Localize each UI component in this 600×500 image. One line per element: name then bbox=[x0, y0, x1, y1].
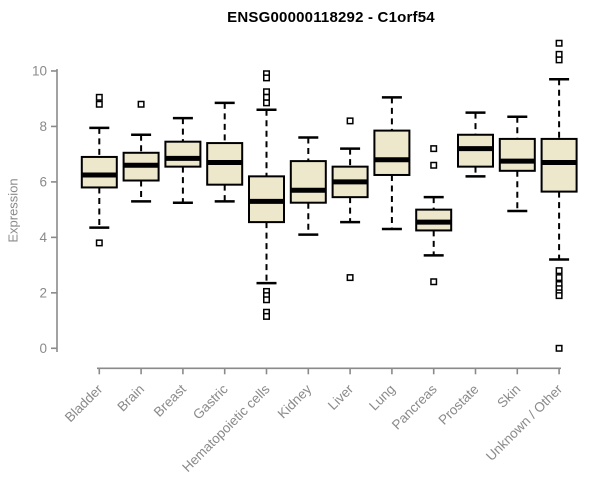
iqr-box bbox=[498, 137, 536, 172]
y-tick-label: 2 bbox=[39, 285, 47, 300]
box-bladder bbox=[80, 93, 118, 247]
outlier-point bbox=[346, 117, 354, 125]
iqr-box bbox=[164, 140, 202, 168]
outlier-point bbox=[137, 100, 145, 108]
outlier-point bbox=[555, 274, 563, 282]
y-tick-label: 0 bbox=[39, 341, 47, 356]
box-breast bbox=[164, 116, 202, 204]
box-liver bbox=[331, 117, 369, 282]
outlier-point bbox=[555, 344, 563, 352]
outlier-point bbox=[95, 93, 103, 101]
box-lung bbox=[373, 96, 411, 231]
category-label-bladder: Bladder bbox=[62, 381, 106, 425]
box-gastric bbox=[206, 101, 244, 203]
iqr-box bbox=[289, 160, 327, 204]
chart-title: ENSG00000118292 - C1orf54 bbox=[227, 9, 435, 26]
outlier-point bbox=[555, 50, 563, 58]
category-label-lung: Lung bbox=[366, 382, 398, 414]
iqr-box bbox=[540, 137, 578, 193]
outlier-point bbox=[95, 100, 103, 108]
category-label-brain: Brain bbox=[114, 382, 147, 415]
y-tick-label: 6 bbox=[39, 174, 47, 189]
outlier-point bbox=[263, 312, 270, 320]
category-label-skin: Skin bbox=[494, 382, 523, 411]
y-tick-label: 10 bbox=[32, 63, 47, 78]
category-label-pancreas: Pancreas bbox=[389, 381, 440, 432]
category-label-gastric: Gastric bbox=[190, 381, 231, 422]
y-tick-label: 4 bbox=[39, 230, 47, 245]
box-pancreas bbox=[415, 145, 453, 286]
box-brain bbox=[122, 100, 160, 203]
category-label-unknown-other: Unknown / Other bbox=[483, 381, 566, 464]
box-skin bbox=[498, 115, 536, 213]
outlier-point bbox=[263, 296, 270, 304]
outlier-point bbox=[95, 239, 103, 247]
outlier-point bbox=[263, 93, 270, 101]
y-tick-label: 8 bbox=[39, 119, 47, 134]
box-kidney bbox=[289, 136, 327, 236]
outlier-point bbox=[555, 39, 563, 47]
outlier-point bbox=[555, 56, 563, 64]
iqr-box bbox=[373, 129, 411, 176]
outlier-point bbox=[430, 161, 438, 169]
outlier-point bbox=[346, 274, 354, 282]
outlier-point bbox=[430, 278, 438, 286]
box-hematopoietic-cells bbox=[248, 70, 285, 320]
outlier-point bbox=[555, 292, 563, 300]
box-prostate bbox=[457, 111, 494, 178]
outlier-point bbox=[263, 74, 270, 82]
outlier-point bbox=[430, 145, 438, 153]
outlier-point bbox=[555, 267, 563, 275]
box-unknown-other bbox=[540, 39, 578, 352]
outlier-point bbox=[263, 99, 270, 107]
category-label-liver: Liver bbox=[325, 381, 357, 413]
outlier-point bbox=[263, 88, 270, 96]
category-label-prostate: Prostate bbox=[435, 382, 481, 428]
category-label-kidney: Kidney bbox=[275, 381, 315, 421]
iqr-box bbox=[80, 155, 118, 189]
category-label-breast: Breast bbox=[151, 381, 189, 419]
